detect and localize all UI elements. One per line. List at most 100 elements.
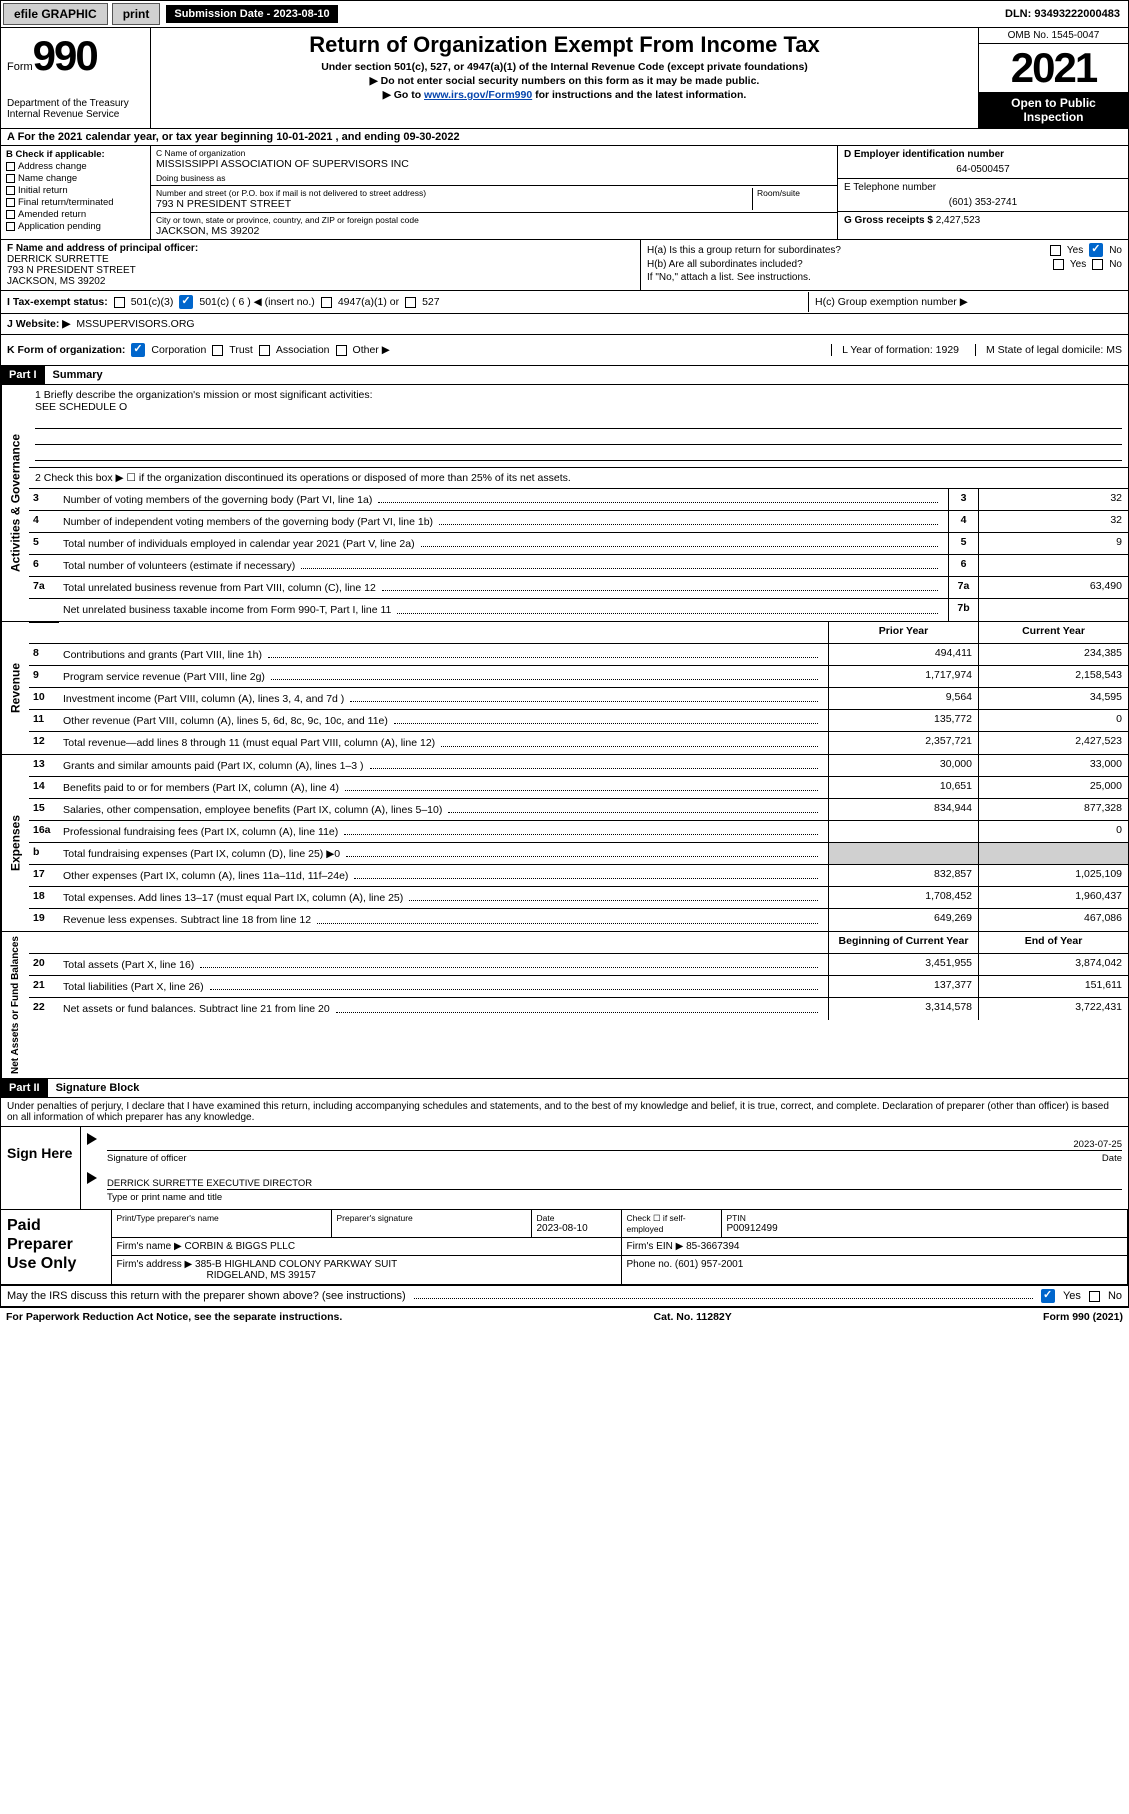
line-desc: Number of independent voting members of … bbox=[59, 511, 948, 532]
curr-val: 34,595 bbox=[978, 688, 1128, 709]
checkbox-address-change[interactable] bbox=[6, 162, 15, 171]
prior-val: 3,314,578 bbox=[828, 998, 978, 1020]
curr-val: 2,427,523 bbox=[978, 732, 1128, 754]
firm-name: CORBIN & BIGGS PLLC bbox=[184, 1241, 295, 1252]
row-j: J Website: ▶ MSSUPERVISORS.ORG bbox=[0, 314, 1129, 335]
line-num: 18 bbox=[29, 887, 59, 908]
line-num: 4 bbox=[29, 511, 59, 532]
form-word: Form bbox=[7, 61, 33, 73]
table-row: 19Revenue less expenses. Subtract line 1… bbox=[29, 909, 1128, 931]
other-box[interactable] bbox=[336, 345, 347, 356]
firm-name-lbl: Firm's name ▶ bbox=[117, 1241, 182, 1252]
hb-label: H(b) Are all subordinates included? bbox=[647, 259, 1047, 270]
footer-mid: Cat. No. 11282Y bbox=[654, 1311, 732, 1323]
firm-ein: 85-3667394 bbox=[686, 1241, 739, 1252]
entity-block: B Check if applicable: Address change Na… bbox=[0, 146, 1129, 240]
curr-val: 151,611 bbox=[978, 976, 1128, 997]
efile-button[interactable]: efile GRAPHIC bbox=[3, 3, 108, 25]
checkbox-amended[interactable] bbox=[6, 210, 15, 219]
prior-val: 1,717,974 bbox=[828, 666, 978, 687]
4947-box[interactable] bbox=[321, 297, 332, 308]
table-row: 18Total expenses. Add lines 13–17 (must … bbox=[29, 887, 1128, 909]
line-desc: Professional fundraising fees (Part IX, … bbox=[59, 821, 828, 842]
na-header-row: Beginning of Current Year End of Year bbox=[29, 932, 1128, 954]
preparer-label: Paid Preparer Use Only bbox=[1, 1210, 111, 1285]
line-num: 5 bbox=[29, 533, 59, 554]
hb-yes-box[interactable] bbox=[1053, 259, 1064, 270]
assoc-box[interactable] bbox=[259, 345, 270, 356]
prior-val: 10,651 bbox=[828, 777, 978, 798]
501c-checked-icon bbox=[179, 295, 193, 309]
officer-label: F Name and address of principal officer: bbox=[7, 243, 198, 254]
room-label: Room/suite bbox=[757, 188, 832, 198]
firm-ein-lbl: Firm's EIN ▶ bbox=[627, 1241, 684, 1252]
current-year-hdr: Current Year bbox=[978, 622, 1128, 643]
line-num: 9 bbox=[29, 666, 59, 687]
print-button[interactable]: print bbox=[112, 3, 161, 25]
line-desc: Contributions and grants (Part VIII, lin… bbox=[59, 644, 828, 665]
block-h: H(a) Is this a group return for subordin… bbox=[641, 240, 1128, 290]
checkbox-app-pending[interactable] bbox=[6, 222, 15, 231]
sig-note: Under penalties of perjury, I declare th… bbox=[1, 1098, 1128, 1127]
block-c: C Name of organization MISSISSIPPI ASSOC… bbox=[151, 146, 838, 239]
vtab-expenses: Expenses bbox=[1, 755, 29, 931]
sig-name-lbl: Type or print name and title bbox=[107, 1192, 1122, 1203]
gross-label: G Gross receipts $ bbox=[844, 215, 933, 226]
line-box: 6 bbox=[948, 555, 978, 576]
hb-no-box[interactable] bbox=[1092, 259, 1103, 270]
line-num: 12 bbox=[29, 732, 59, 754]
discuss-yes-checked-icon bbox=[1041, 1289, 1055, 1303]
expenses-section: Expenses 13Grants and similar amounts pa… bbox=[0, 755, 1129, 932]
block-f: F Name and address of principal officer:… bbox=[1, 240, 641, 290]
curr-val: 877,328 bbox=[978, 799, 1128, 820]
501c3-box[interactable] bbox=[114, 297, 125, 308]
line-desc: Other revenue (Part VIII, column (A), li… bbox=[59, 710, 828, 731]
period-row: A For the 2021 calendar year, or tax yea… bbox=[0, 129, 1129, 146]
form-sub1: Under section 501(c), 527, or 4947(a)(1)… bbox=[159, 61, 970, 73]
phone-label: E Telephone number bbox=[844, 182, 1122, 193]
checkbox-final-return[interactable] bbox=[6, 198, 15, 207]
gov-row: Net unrelated business taxable income fr… bbox=[29, 599, 1128, 621]
footer-left: For Paperwork Reduction Act Notice, see … bbox=[6, 1311, 342, 1323]
sig-date-lbl: Date bbox=[1102, 1153, 1122, 1164]
checkbox-initial-return[interactable] bbox=[6, 186, 15, 195]
line-num: 19 bbox=[29, 909, 59, 931]
line-desc: Benefits paid to or for members (Part IX… bbox=[59, 777, 828, 798]
sign-here-label: Sign Here bbox=[1, 1127, 81, 1209]
firm-phone-lbl: Phone no. bbox=[627, 1259, 673, 1270]
table-row: 21Total liabilities (Part X, line 26)137… bbox=[29, 976, 1128, 998]
irs-link[interactable]: www.irs.gov/Form990 bbox=[424, 89, 532, 101]
governance-section: Activities & Governance 1 Briefly descri… bbox=[0, 385, 1129, 622]
line-desc: Net unrelated business taxable income fr… bbox=[59, 599, 948, 621]
table-row: 14Benefits paid to or for members (Part … bbox=[29, 777, 1128, 799]
line-val: 9 bbox=[978, 533, 1128, 554]
line-desc: Total number of volunteers (estimate if … bbox=[59, 555, 948, 576]
table-row: bTotal fundraising expenses (Part IX, co… bbox=[29, 843, 1128, 865]
trust-box[interactable] bbox=[212, 345, 223, 356]
open-inspection: Open to Public Inspection bbox=[979, 92, 1128, 128]
firm-addr2: RIDGELAND, MS 39157 bbox=[207, 1270, 317, 1281]
prep-sig-hdr: Preparer's signature bbox=[337, 1213, 526, 1223]
table-row: 12Total revenue—add lines 8 through 11 (… bbox=[29, 732, 1128, 754]
form-sub2: ▶ Do not enter social security numbers o… bbox=[159, 75, 970, 87]
line-num: 10 bbox=[29, 688, 59, 709]
form-header: Form 990 Department of the Treasury Inte… bbox=[0, 28, 1129, 129]
vtab-governance: Activities & Governance bbox=[1, 385, 29, 621]
527-box[interactable] bbox=[405, 297, 416, 308]
line-num: b bbox=[29, 843, 59, 864]
block-b: B Check if applicable: Address change Na… bbox=[1, 146, 151, 239]
discuss-no-box[interactable] bbox=[1089, 1291, 1100, 1302]
ha-yes-box[interactable] bbox=[1050, 245, 1061, 256]
prior-year-hdr: Prior Year bbox=[828, 622, 978, 643]
discuss-label: May the IRS discuss this return with the… bbox=[7, 1290, 406, 1302]
table-row: 22Net assets or fund balances. Subtract … bbox=[29, 998, 1128, 1020]
line-desc: Number of voting members of the governin… bbox=[59, 489, 948, 510]
curr-val: 3,722,431 bbox=[978, 998, 1128, 1020]
mission-value: SEE SCHEDULE O bbox=[35, 401, 1122, 413]
checkbox-name-change[interactable] bbox=[6, 174, 15, 183]
prior-val: 2,357,721 bbox=[828, 732, 978, 754]
firm-addr-lbl: Firm's address ▶ bbox=[117, 1259, 193, 1270]
line-val: 32 bbox=[978, 489, 1128, 510]
rev-header-row: Prior Year Current Year bbox=[29, 622, 1128, 644]
line-num: 21 bbox=[29, 976, 59, 997]
